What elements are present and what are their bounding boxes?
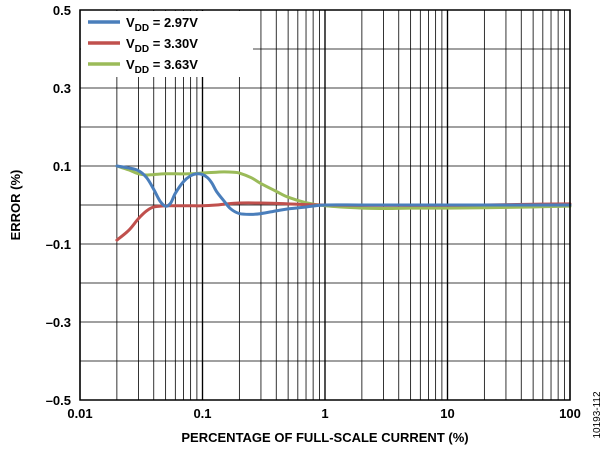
y-axis-title: ERROR (%): [8, 170, 23, 241]
figure-id: 10193-112: [592, 391, 603, 439]
x-tick-label: 10: [440, 406, 454, 421]
y-tick-label: 0.1: [53, 159, 71, 174]
y-tick-label: –0.1: [46, 237, 71, 252]
series-line-0: [115, 164, 572, 216]
x-tick-label: 0.1: [193, 406, 211, 421]
series-line-2: [115, 164, 572, 211]
legend-label: VDD = 2.97V: [126, 15, 198, 34]
y-tick-label: 0.3: [53, 81, 71, 96]
x-tick-label: 100: [559, 406, 581, 421]
y-tick-label: –0.5: [46, 393, 71, 408]
x-tick-label: 0.01: [67, 406, 92, 421]
series-lines: [115, 164, 572, 242]
legend-label: VDD = 3.30V: [126, 36, 198, 55]
x-tick-label: 1: [321, 406, 328, 421]
x-axis-title: PERCENTAGE OF FULL-SCALE CURRENT (%): [181, 430, 468, 445]
legend-label: VDD = 3.63V: [126, 57, 198, 76]
x-axis-tick-labels: 0.01 0.1 1 10 100: [67, 406, 581, 421]
y-tick-label: –0.3: [46, 315, 71, 330]
legend: VDD = 2.97V VDD = 3.30V VDD = 3.63V: [81, 11, 253, 77]
plot-frame: [79, 9, 571, 401]
y-axis-tick-labels: 0.5 0.3 0.1 –0.1 –0.3 –0.5: [46, 3, 71, 408]
y-tick-label: 0.5: [53, 3, 71, 18]
